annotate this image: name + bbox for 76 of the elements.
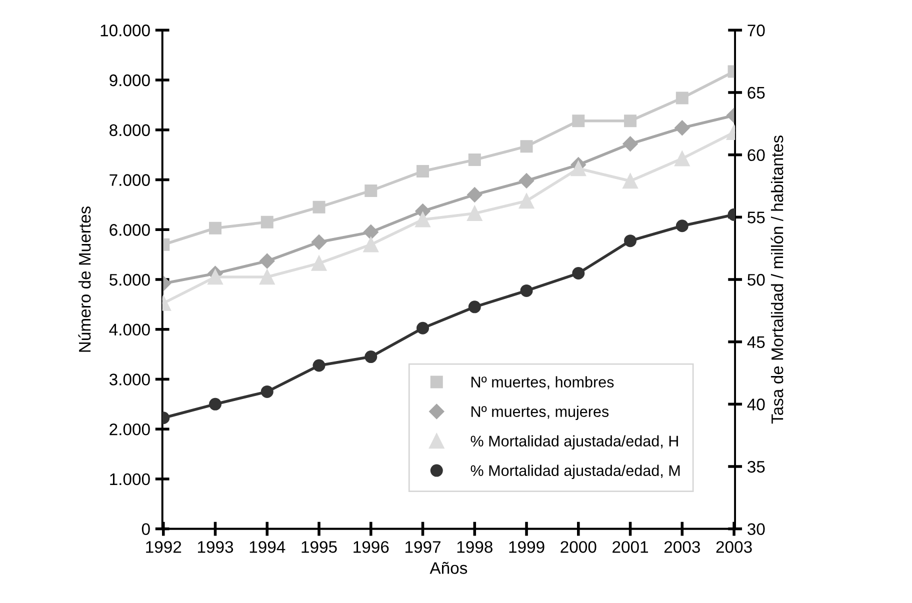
y2-tick-label: 70 (748, 24, 765, 36)
y-tick-label: 6.000 (110, 224, 150, 236)
x-tick-label: 2003 (664, 541, 700, 553)
legend-label: % Mortalidad ajustada/edad, M (470, 464, 680, 480)
point (363, 224, 378, 240)
x-axis-title: Años (430, 562, 468, 574)
point (572, 267, 585, 280)
x-tick-label: 1997 (406, 541, 440, 553)
point (468, 300, 481, 314)
y-tick-label: 9.000 (110, 74, 150, 86)
point (518, 173, 534, 188)
point (260, 385, 274, 398)
point (467, 206, 482, 222)
point (208, 269, 223, 285)
y2-tick-label: 55 (748, 212, 765, 224)
point (467, 187, 482, 202)
point (622, 136, 638, 152)
point (674, 150, 690, 166)
point (260, 216, 274, 228)
y-tick-label: 2.000 (110, 423, 150, 436)
x-tick-label: 2001 (612, 541, 648, 553)
y-tick-label: 8.000 (110, 124, 150, 136)
y-tick-label: 3.000 (109, 374, 150, 386)
y-tick-label: 7.000 (110, 174, 150, 186)
point (624, 234, 637, 248)
y2-tick-label: 45 (747, 336, 765, 348)
point (676, 92, 688, 104)
point (312, 359, 326, 372)
legend-label: Nº muertes, hombres (472, 376, 614, 390)
point (570, 160, 586, 176)
point (209, 222, 222, 234)
y2-tick-label: 50 (748, 274, 765, 286)
x-tick-label: 1999 (509, 541, 544, 553)
point (622, 173, 638, 189)
y2-axis-title: Tasa de Mortalidad / millón / habitantes (770, 136, 784, 424)
point (676, 220, 688, 232)
x-tick-label: 2003 (716, 541, 752, 553)
point (311, 256, 327, 271)
point (312, 200, 326, 214)
point (209, 398, 222, 410)
point (572, 114, 585, 128)
x-tick-label: 1993 (198, 541, 234, 553)
point (674, 120, 690, 136)
y2-tick-label: 40 (747, 398, 765, 410)
point (518, 193, 534, 209)
y2-tick-label: 35 (748, 460, 765, 473)
y2-tick-label: 65 (748, 86, 765, 99)
y-tick-label: 10.000 (100, 24, 150, 36)
point (364, 184, 378, 197)
point (311, 234, 327, 250)
y2-tick-label: 30 (748, 523, 765, 536)
point (259, 269, 275, 285)
point (260, 253, 275, 269)
x-tick-label: 1992 (146, 541, 182, 553)
y2-tick-label: 60 (748, 149, 765, 162)
point (416, 165, 430, 178)
legend-label: Nº muertes, mujeres (472, 406, 609, 420)
point (468, 154, 481, 166)
y-tick-label: 0 (142, 523, 150, 536)
point (520, 284, 533, 297)
x-tick-label: 1996 (354, 541, 389, 553)
x-tick-label: 1994 (250, 541, 286, 553)
x-tick-label: 1998 (457, 541, 492, 553)
point (415, 212, 430, 228)
point (363, 236, 379, 252)
point (416, 322, 430, 334)
y-axis-title: Número de Muertes (78, 206, 91, 352)
y-tick-label: 4.000 (109, 324, 150, 336)
point (624, 114, 637, 128)
x-tick-label: 1995 (302, 541, 337, 553)
point (520, 140, 533, 153)
point (364, 350, 378, 364)
legend-label: % Mortalidad ajustada/edad, H (470, 435, 678, 450)
x-tick-label: 2000 (560, 541, 596, 553)
y-tick-label: 5.000 (109, 274, 150, 286)
y-tick-label: 1.000 (110, 473, 150, 486)
